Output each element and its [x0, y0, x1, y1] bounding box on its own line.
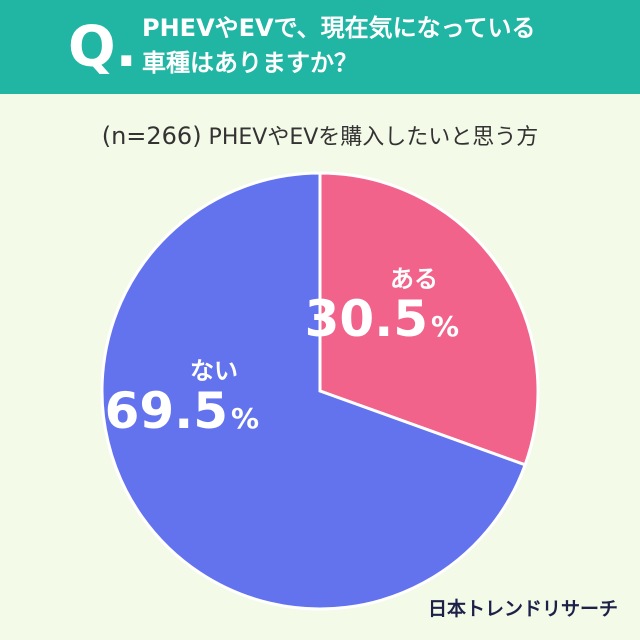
sample-size: (n=266) [101, 122, 202, 150]
slice-value-nai: 69.5 [105, 382, 228, 440]
chart-subtitle: (n=266) PHEVやEVを購入したいと思う方 [0, 121, 640, 153]
pie-slice-aru [318, 171, 540, 467]
question-text-line-2: 車種はありますか？ [142, 49, 358, 77]
pie-slice-nai [100, 171, 528, 611]
slice-unit-aru: % [431, 310, 459, 343]
slice-label-nai: ない [190, 357, 238, 385]
respondent-description: PHEVやEVを購入したいと思う方 [201, 125, 539, 150]
question-banner: Q. PHEVやEVで、現在気になっている 車種はありますか？ [0, 0, 640, 94]
slice-value-aru: 30.5 [305, 290, 428, 348]
question-text-line-1: PHEVやEVで、現在気になっている [142, 14, 536, 42]
slice-unit-nai: % [231, 402, 259, 435]
question-mark-label: Q. [68, 15, 137, 80]
slice-label-aru: ある [390, 265, 438, 293]
brand-logo: 日本トレンドリサーチ [427, 598, 618, 620]
